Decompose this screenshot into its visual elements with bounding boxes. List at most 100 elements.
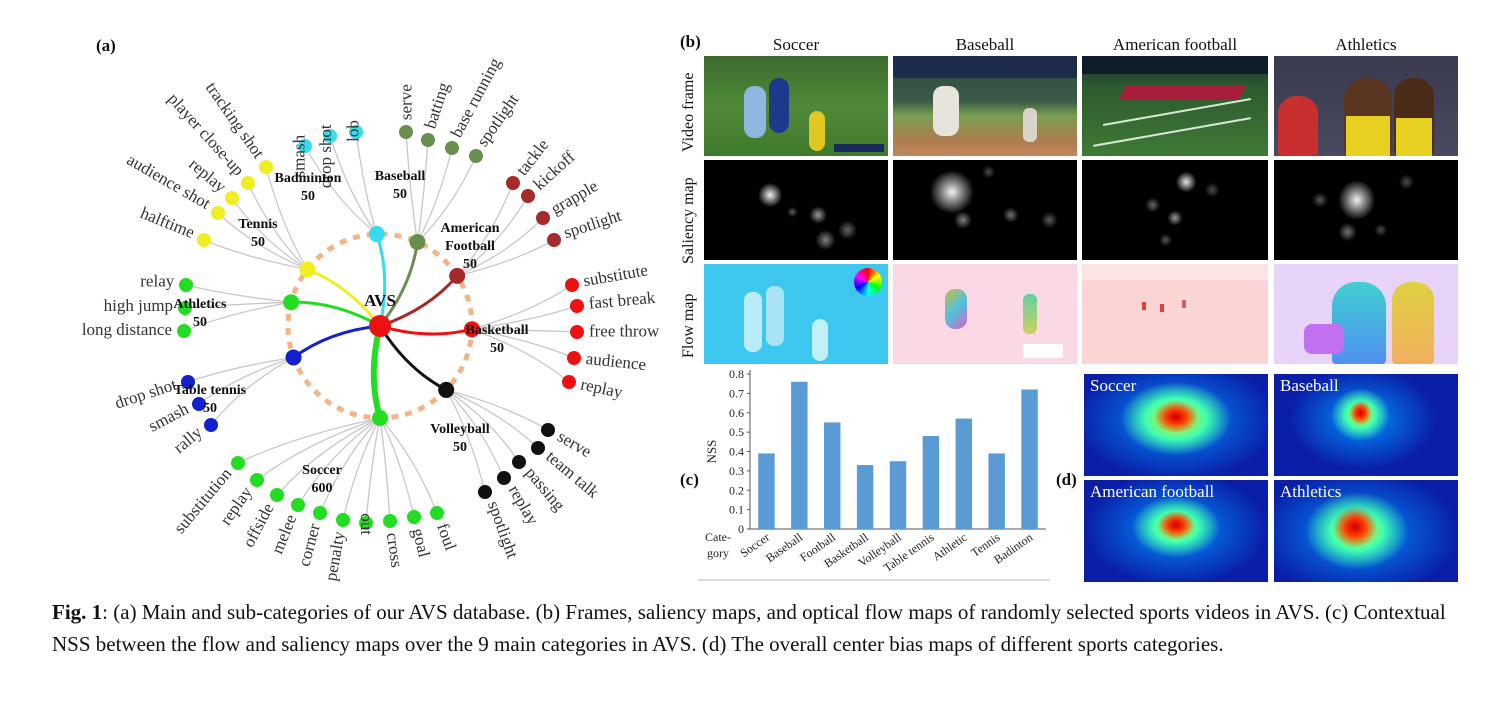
leaf-node-badminton-lob [349, 125, 363, 139]
tree-edge-table-tennis [292, 324, 381, 359]
category-label-athletics: Athletics [174, 297, 227, 312]
leaf-node-baseball-base-running [445, 141, 459, 155]
y-tick-label: 0.3 [729, 464, 744, 478]
center-bias-label-athletics: Athletics [1280, 482, 1342, 501]
leaf-node-baseball-serve [399, 125, 413, 139]
category-count-tennis: 50 [251, 235, 265, 250]
leaf-node-american-football-tackle [506, 176, 520, 190]
col-head-athletics: Athletics [1335, 35, 1397, 54]
leaf-node-tennis-tracking-shot [259, 160, 273, 174]
category-count-athletics: 50 [193, 315, 207, 330]
category-label-soccer: Soccer [302, 463, 342, 478]
category-tree: smash drop shot lob Badminton 50 serve batting… [82, 54, 660, 582]
category-label-tennis: Tennis [238, 217, 278, 232]
leaf-node-athletics-long-distance [177, 324, 191, 338]
video-frame-soccer [704, 56, 888, 156]
saliency-map-baseball [893, 160, 1077, 260]
leaf-node-soccer-substitution [231, 456, 245, 470]
tree-edge-badminton [375, 233, 387, 327]
sub-label-soccer-goal: goal [408, 526, 434, 559]
bar-baseball [791, 381, 808, 529]
y-tick-label: 0.2 [729, 483, 744, 497]
center-bias-map-soccer: Soccer [1084, 374, 1268, 476]
category-label-volleyball: Volleyball [430, 422, 489, 437]
video-frame-athletics [1274, 56, 1458, 156]
x-tick-label-athletic: Athletic [930, 530, 970, 564]
leaf-node-basketball-audience [567, 351, 581, 365]
leaf-node-volleyball-team-talk [531, 441, 545, 455]
y-tick-label: 0.5 [729, 425, 744, 439]
leaf-node-baseball-spotlight [469, 149, 483, 163]
flow-map-american-football [1082, 264, 1268, 364]
sub-label-tennis-halftime: halftime [138, 203, 198, 242]
leaf-node-american-football-grapple [536, 211, 550, 225]
leaf-node-soccer-corner [313, 506, 327, 520]
sub-label-badminton-smash: smash [289, 134, 308, 177]
figure-caption: Fig. 1: (a) Main and sub-categories of o… [52, 596, 1476, 660]
center-bias-label-soccer: Soccer [1090, 376, 1137, 395]
leaf-node-soccer-cross [383, 514, 397, 528]
sub-label-badminton-lob: lob [343, 120, 362, 142]
category-count-badminton: 50 [301, 189, 315, 204]
panel-d-label: (d) [1056, 470, 1077, 489]
leaf-node-volleyball-spotlight [478, 485, 492, 499]
category-node-table-tennis [285, 349, 302, 366]
sub-label-basketball-replay: replay [579, 375, 625, 403]
leaf-node-tennis-halftime [197, 233, 211, 247]
sub-label-table-tennis-rally: rally [170, 422, 206, 457]
leaf-node-soccer-foul [430, 506, 444, 520]
tree-edge-soccer [370, 325, 383, 419]
caption-text: : (a) Main and sub-categories of our AVS… [52, 600, 1446, 656]
saliency-map-american-football [1082, 160, 1268, 260]
leaf-node-basketball-fast-break [570, 299, 584, 313]
y-axis-label: NSS [704, 440, 719, 464]
center-bias-map-baseball: Baseball [1274, 374, 1458, 476]
leaf-node-soccer-replay [250, 473, 264, 487]
leaf-node-table-tennis-rally [204, 418, 218, 432]
center-bias-map-athletics: Athletics [1274, 480, 1458, 582]
center-bias-label-baseball: Baseball [1280, 376, 1339, 395]
tree-edge-basketball [379, 324, 473, 336]
sub-label-athletics-relay: relay [140, 271, 174, 290]
leaf-node-baseball-batting [421, 133, 435, 147]
bar-badinton [1021, 389, 1038, 529]
category-node-badminton [368, 226, 385, 243]
leaf-node-soccer-goal [407, 510, 421, 524]
leaf-node-volleyball-replay [497, 471, 511, 485]
col-head-american-football: American football [1112, 35, 1238, 54]
row-label-saliency-map: Saliency map [680, 177, 697, 264]
leaf-node-tennis-replay [225, 191, 239, 205]
sub-label-baseball-batting: batting [420, 80, 453, 131]
leaf-node-table-tennis-smash [192, 397, 206, 411]
bar-table-tennis [922, 436, 940, 529]
y-tick-label: 0 [738, 522, 744, 536]
panel-c-label: (c) [680, 470, 699, 489]
sub-label-athletics-high-jump: high jump [104, 296, 173, 315]
flow-map-athletics [1274, 264, 1458, 364]
bar-basketball [856, 465, 874, 529]
bar-athletic [955, 418, 972, 529]
category-count-american-football: 50 [463, 257, 477, 272]
leaf-node-badminton-drop-shot [323, 129, 337, 143]
sub-label-athletics-long-distance: long distance [82, 320, 172, 339]
category-node-soccer [372, 410, 388, 426]
row-label-flow-map: Flow map [680, 293, 697, 358]
flow-map-soccer [704, 264, 888, 364]
category-count-table-tennis: 50 [203, 401, 217, 416]
category-count-volleyball: 50 [453, 440, 467, 455]
video-frame-american-football [1082, 56, 1268, 156]
leaf-node-badminton-smash [298, 139, 312, 153]
category-label-badminton: Badminton [275, 171, 342, 186]
leaf-node-soccer-out [359, 516, 373, 530]
caption-fig-number: Fig. 1 [52, 600, 103, 624]
category-label-american-football: American [440, 221, 499, 236]
leaf-node-american-football-spotlight [547, 233, 561, 247]
saliency-map-soccer [704, 160, 888, 260]
center-bias-map-american-football: American football [1084, 480, 1268, 582]
leaf-node-american-football-kickoff [521, 189, 535, 203]
leaf-node-soccer-offside [270, 488, 284, 502]
leaf-node-soccer-penalty [336, 513, 350, 527]
bar-volleyball [889, 461, 907, 529]
y-tick-label: 0.7 [729, 386, 744, 400]
